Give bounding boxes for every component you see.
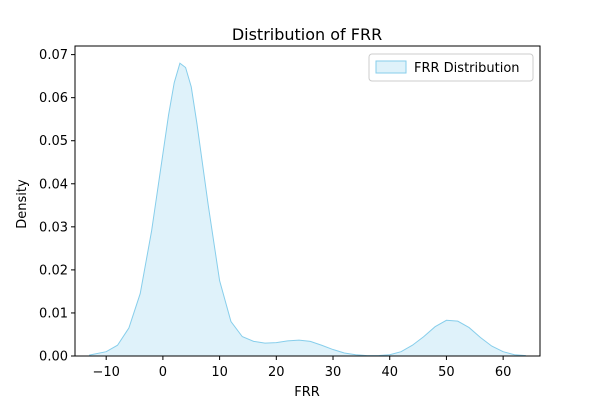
y-tick-label: 0.05 [39,134,68,149]
y-axis: 0.00 0.01 0.02 0.03 0.04 0.05 0.06 0.07 [39,48,75,365]
x-tick-label: 0 [159,365,167,380]
y-tick-label: 0.04 [39,177,68,192]
x-tick-label: 50 [438,365,455,380]
x-tick-label: 60 [495,365,512,380]
y-tick-label: 0.03 [39,220,68,235]
legend-label: FRR Distribution [414,61,520,76]
legend: FRR Distribution [368,53,534,82]
y-tick-label: 0.00 [39,350,68,365]
x-tick-label: 10 [211,365,228,380]
legend-box [368,53,534,82]
plot-frame [74,45,541,357]
plot-area [74,45,541,357]
y-tick-label: 0.07 [39,48,68,63]
x-tick-label: −10 [92,365,119,380]
x-tick-label: 30 [325,365,342,380]
y-tick-label: 0.06 [39,91,68,106]
legend-swatch [375,60,407,74]
series-line [89,62,526,357]
chart-title: Distribution of FRR [232,25,382,44]
x-tick-label: 20 [268,365,285,380]
x-axis: −10 0 10 20 30 40 50 60 [92,356,511,380]
y-tick-label: 0.02 [39,263,68,278]
x-axis-title: FRR [294,385,320,400]
y-axis-title: Density [15,179,30,229]
x-tick-label: 40 [381,365,398,380]
y-tick-label: 0.01 [39,306,68,321]
